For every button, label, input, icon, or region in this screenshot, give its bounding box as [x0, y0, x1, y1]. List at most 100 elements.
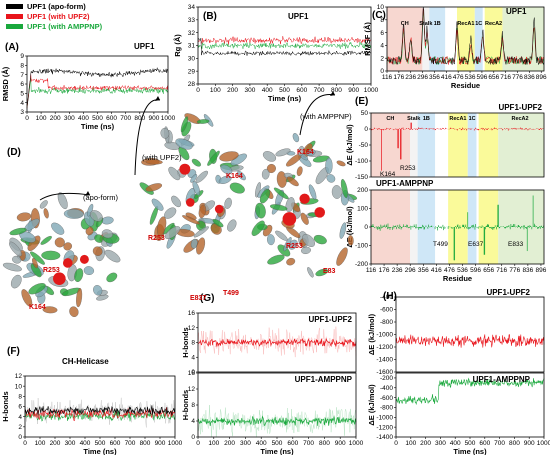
series-line-upf2	[386, 7, 545, 65]
domain-region	[371, 113, 411, 177]
x-tick-label: 416	[441, 74, 452, 81]
y-tick-label: 6	[380, 30, 384, 37]
x-tick-label: 200	[224, 440, 235, 447]
annotation-e833: E833	[508, 241, 524, 248]
plot-frame	[395, 372, 545, 438]
region-label: RecA2	[485, 21, 502, 27]
x-tick-label: 300	[244, 87, 255, 94]
x-tick-label: 1000	[349, 440, 364, 447]
domain-region	[484, 7, 503, 71]
domain-region	[474, 7, 483, 71]
helix-segment	[182, 215, 200, 225]
y-tick-label: -1200	[376, 344, 393, 351]
x-tick-label: 656	[483, 267, 494, 274]
panel-letter-d: (D)	[7, 147, 21, 158]
domain-region	[410, 113, 418, 177]
x-tick-label: 300	[240, 440, 251, 447]
y-tick-label: 12	[15, 373, 23, 380]
x-tick-label: 656	[488, 74, 499, 81]
helix-segment	[104, 249, 121, 263]
panel-g-title: UPF1-UPF2	[308, 315, 352, 324]
helix-segment	[255, 202, 266, 219]
y-tick-label: 31	[188, 43, 196, 50]
y-tick-label: 12	[188, 325, 196, 332]
plot-frame	[370, 189, 545, 265]
series-line-upf2	[26, 73, 169, 108]
helix-segment	[28, 283, 46, 295]
y-tick-label: 6	[20, 81, 24, 88]
x-tick-label: 700	[494, 440, 505, 447]
series-line-upf2	[197, 36, 372, 45]
legend: UPF1 (apo-form)UPF1 (with UPF2)UPF1 (wit…	[6, 2, 103, 31]
panel-a-title: UPF1	[134, 42, 155, 51]
helix-segment	[180, 116, 189, 133]
x-tick-label: 0	[394, 440, 398, 447]
annotation-r253: R253	[400, 165, 416, 172]
y-tick-label: -100	[355, 158, 368, 165]
helix-segment	[164, 226, 181, 239]
helix-segment	[43, 208, 49, 219]
x-tick-label: 900	[335, 440, 346, 447]
x-tick-label: 300	[64, 115, 75, 122]
helix-segment	[336, 160, 346, 167]
y-tick-label: 50	[361, 110, 369, 117]
residue-label: R253	[286, 243, 303, 250]
helix-segment	[160, 127, 170, 139]
helix-segment	[171, 195, 182, 208]
helix-segment	[92, 246, 103, 256]
arrowhead	[155, 96, 160, 101]
helix-segment	[273, 187, 289, 200]
panel-c-title: UPF1	[506, 7, 527, 16]
y-tick-label: -1600	[376, 369, 393, 376]
helix-segment	[236, 170, 246, 181]
y-tick-label: 33	[188, 17, 196, 24]
helix-segment	[190, 174, 198, 183]
helix-segment	[196, 237, 206, 255]
helix-segment	[106, 272, 118, 283]
x-tick-label: 116	[366, 267, 377, 274]
residue-highlight	[282, 212, 297, 226]
x-axis-label: Residue	[451, 81, 480, 90]
panel-f: 0 100 200 300 400 500 600 700 800 900 1000 0 2 4 6 8 10 1…	[1, 346, 183, 455]
plot-frame	[197, 6, 372, 85]
series-line-amppnp	[26, 78, 169, 109]
region-label: CH	[386, 116, 394, 122]
y-tick-label: -100	[355, 243, 368, 250]
y-tick-label: -1200	[376, 424, 393, 431]
y-tick-label: -150	[355, 174, 368, 181]
x-tick-label: 600	[296, 87, 307, 94]
helix-segment	[283, 237, 292, 252]
helix-segment	[168, 166, 181, 181]
helix-segment	[220, 164, 233, 175]
plot-frame	[197, 372, 357, 438]
panel-g-title: UPF1-AMPPNP	[295, 375, 353, 384]
helix-segment	[51, 222, 65, 235]
annotation-t499: T499	[433, 241, 448, 248]
helix-segment	[83, 266, 95, 275]
x-tick-label: 500	[95, 440, 106, 447]
panel-b: 0 100 200 300 400 500 600 700 800 900 1000 28 29 30 31…	[173, 4, 379, 103]
x-tick-label: 236	[392, 267, 403, 274]
y-tick-label: 5	[20, 91, 24, 98]
x-tick-label: 0	[196, 87, 200, 94]
x-tick-label: 536	[457, 267, 468, 274]
helix-segment	[41, 250, 61, 261]
panel-g: 0 4 8 12 16 H-bonds UPF1-UPF2 0 100 200 300 400 500 6…	[181, 293, 364, 455]
label-apo-form: (apo-form)	[83, 193, 119, 202]
y-tick-label: -600	[380, 307, 393, 314]
residue-highlight	[79, 254, 89, 264]
x-tick-label: 1000	[168, 440, 183, 447]
domain-region	[456, 7, 475, 71]
x-tick-label: 500	[92, 115, 103, 122]
series-line-apo	[26, 67, 169, 106]
y-tick-label: 8	[20, 63, 24, 70]
region-label: RecA1	[457, 21, 474, 27]
x-tick-label: 776	[509, 267, 520, 274]
series-noise-band	[197, 326, 357, 358]
x-tick-label: 200	[227, 87, 238, 94]
helix-segment	[93, 285, 103, 296]
x-tick-label: 536	[465, 74, 476, 81]
helix-segment	[331, 185, 342, 199]
panel-e-title-top: UPF1-UPF2	[498, 103, 542, 112]
helix-segment	[89, 210, 103, 222]
